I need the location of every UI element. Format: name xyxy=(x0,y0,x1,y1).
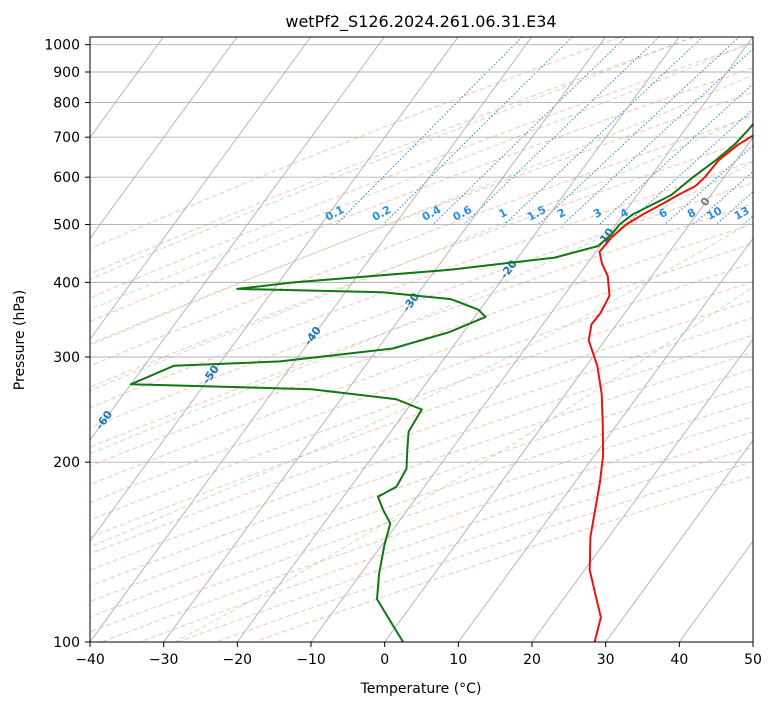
x-tick-label: −30 xyxy=(149,652,179,668)
x-axis-label: Temperature (°C) xyxy=(360,681,482,697)
y-tick-label: 800 xyxy=(53,96,80,112)
y-tick-label: 1000 xyxy=(44,38,80,54)
x-tick-label: 40 xyxy=(670,652,688,668)
x-tick-label: 0 xyxy=(380,652,389,668)
y-tick-label: 700 xyxy=(53,130,80,146)
y-tick-label: 400 xyxy=(53,275,80,291)
x-tick-label: 50 xyxy=(744,652,762,668)
y-tick-label: 600 xyxy=(53,170,80,186)
y-axis-label: Pressure (hPa) xyxy=(12,290,28,390)
x-tick-label: 20 xyxy=(523,652,541,668)
chart-title: wetPf2_S126.2024.261.06.31.E34 xyxy=(285,12,556,32)
y-tick-label: 500 xyxy=(53,217,80,233)
y-tick-label: 200 xyxy=(53,455,80,471)
x-tick-label: 30 xyxy=(597,652,615,668)
x-tick-label: 10 xyxy=(449,652,467,668)
y-tick-label: 100 xyxy=(53,635,80,651)
y-tick-label: 900 xyxy=(53,65,80,81)
x-tick-label: −40 xyxy=(75,652,105,668)
x-tick-label: −20 xyxy=(223,652,253,668)
x-tick-label: −10 xyxy=(296,652,326,668)
y-tick-label: 300 xyxy=(53,350,80,366)
